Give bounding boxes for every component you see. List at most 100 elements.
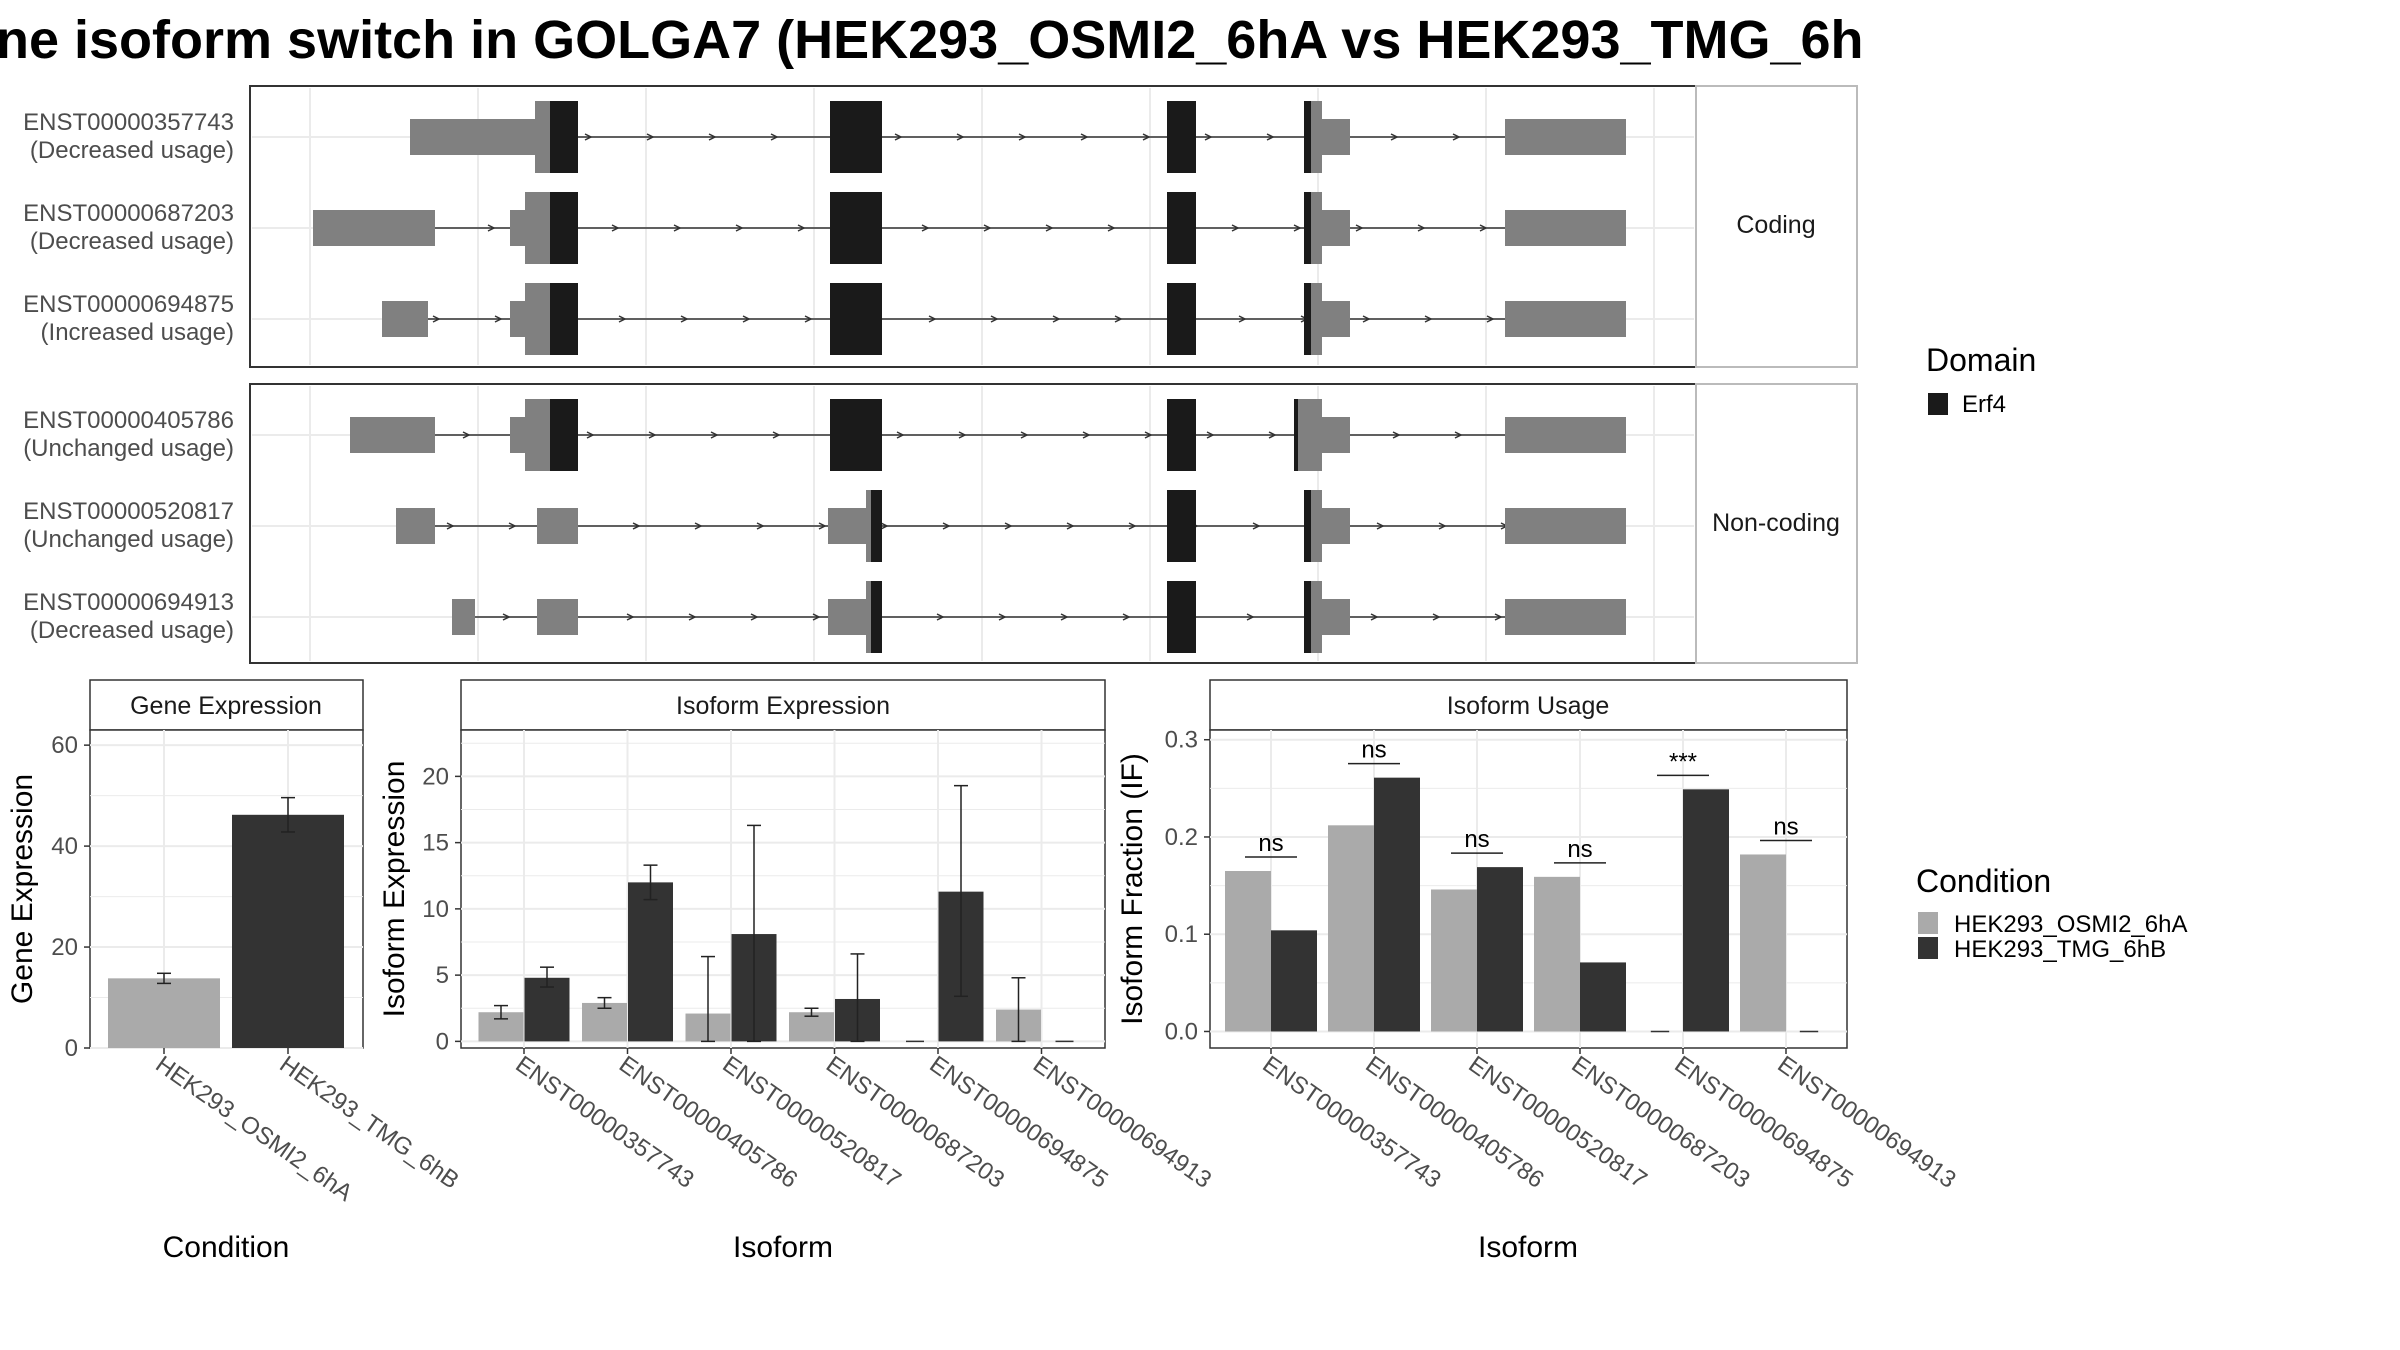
direction-arrow [1204, 133, 1213, 141]
direction-arrow [1020, 431, 1029, 439]
y-ticks: 0 5 10 15 20 [422, 763, 461, 1055]
exon [1311, 490, 1322, 562]
bar [789, 1012, 834, 1042]
domain-exon [830, 101, 882, 173]
bar [628, 882, 673, 1042]
domain-exon [830, 399, 882, 471]
strip-label: Gene Expression [130, 692, 322, 720]
transcript-track [313, 192, 1626, 264]
domain-exon [1304, 192, 1311, 264]
direction-arrow [1082, 431, 1091, 439]
direction-arrow [487, 224, 496, 232]
transcript-track [382, 283, 1626, 355]
transcript-label-usage: (Decreased usage) [30, 228, 234, 255]
direction-arrow [1376, 522, 1385, 530]
domain-exon [550, 283, 578, 355]
bars: ns ns ns ns *** ns [1225, 737, 1819, 1033]
direction-arrow [680, 315, 689, 323]
x-tick-label: ENST00000694913 [1773, 1051, 1961, 1194]
direction-arrow [928, 315, 937, 323]
direction-arrow [632, 522, 641, 530]
direction-arrow [1355, 224, 1364, 232]
direction-arrow [1128, 522, 1137, 530]
strip-label: Isoform Usage [1447, 692, 1610, 720]
bar [1740, 854, 1786, 1032]
y-tick-label: 20 [422, 763, 449, 790]
exon [828, 508, 866, 544]
gene-structure-panel: Coding Non-coding ENST00000357743 (Decre… [23, 85, 2036, 664]
transcript-label-id: ENST00000357743 [23, 109, 234, 136]
direction-arrow [742, 315, 751, 323]
direction-arrow [894, 133, 903, 141]
domain-exon [550, 101, 578, 173]
y-tick-label: 60 [51, 732, 78, 759]
direction-arrow [1392, 431, 1401, 439]
direction-arrow [1080, 133, 1089, 141]
exon [537, 508, 578, 544]
bar [1328, 825, 1374, 1032]
direction-arrow [1370, 613, 1379, 621]
direction-arrow [1066, 522, 1075, 530]
isoform-usage-panel: Isoform Usage ns ns ns ns *** ns 0.0 0.1 0.2 0.3… [1116, 679, 2187, 1264]
direction-arrow [1231, 224, 1240, 232]
exon [410, 119, 525, 155]
direction-arrow [1122, 613, 1131, 621]
y-tick-label: 0.2 [1165, 824, 1198, 851]
direction-arrow [648, 431, 657, 439]
exon [525, 192, 550, 264]
significance-label: *** [1669, 748, 1697, 775]
y-axis-label: Isoform Fraction (IF) [1116, 753, 1149, 1025]
direction-arrow [1362, 315, 1371, 323]
direction-arrow [1268, 431, 1277, 439]
exon [1322, 119, 1350, 155]
bar [1683, 789, 1729, 1032]
direction-arrow [708, 133, 717, 141]
direction-arrow [502, 613, 511, 621]
y-tick-label: 0.3 [1165, 727, 1198, 754]
direction-arrow [508, 522, 517, 530]
strip-label: Isoform Expression [676, 692, 890, 720]
transcript-label-id: ENST00000694913 [23, 589, 234, 616]
exon [396, 508, 435, 544]
bar [1225, 871, 1271, 1032]
y-tick-label: 0.0 [1165, 1018, 1198, 1045]
direction-arrow [1206, 431, 1215, 439]
bar [1374, 777, 1420, 1032]
exon [866, 581, 871, 653]
domain-exon [1304, 283, 1311, 355]
transcript-label-usage: (Unchanged usage) [23, 435, 234, 462]
y-tick-label: 0.1 [1165, 921, 1198, 948]
exon [350, 417, 435, 453]
bar [232, 814, 344, 1048]
y-tick-label: 40 [51, 833, 78, 860]
x-ticks: ENST00000357743ENST00000405786ENST000005… [1258, 1048, 1961, 1194]
exon [1505, 417, 1626, 453]
significance-label: ns [1567, 836, 1592, 863]
x-tick-label: ENST00000357743 [1258, 1051, 1446, 1194]
y-tick-label: 0 [65, 1035, 78, 1062]
exon [1311, 283, 1322, 355]
direction-arrow [586, 431, 595, 439]
domain-exon [830, 192, 882, 264]
direction-arrow [770, 133, 779, 141]
exon [1505, 119, 1626, 155]
domain-exon [1304, 490, 1311, 562]
y-tick-label: 0 [436, 1028, 449, 1055]
y-axis-label: Isoform Expression [378, 761, 411, 1018]
direction-arrow [756, 522, 765, 530]
direction-arrow [1438, 522, 1447, 530]
direction-arrow [1246, 613, 1255, 621]
direction-arrow [446, 522, 455, 530]
direction-arrow [1252, 522, 1261, 530]
direction-arrow [772, 431, 781, 439]
condition-legend-key-a [1918, 912, 1938, 934]
exon [382, 301, 428, 337]
x-tick-label: ENST00000405786 [1361, 1051, 1549, 1194]
transcript-track [452, 581, 1626, 653]
transcript-track [396, 490, 1626, 562]
domain-exon [1167, 581, 1196, 653]
domain-exon [871, 581, 882, 653]
direction-arrow [618, 315, 627, 323]
